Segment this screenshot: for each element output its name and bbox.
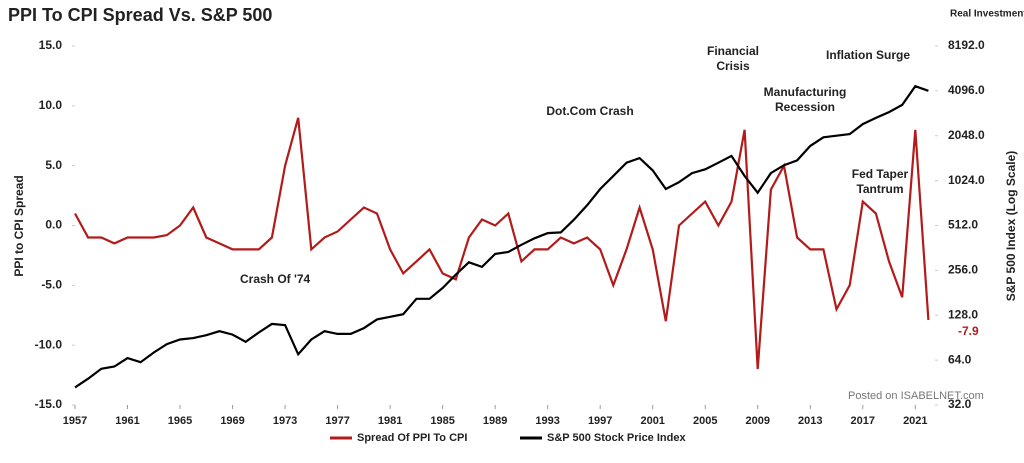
- x-tick-label: 2001: [640, 415, 664, 427]
- series-line: [74, 117, 930, 370]
- x-tick-label: 2017: [851, 415, 875, 427]
- logo: Real Investment Advice: [950, 9, 1024, 20]
- x-tick-label: 1993: [535, 415, 559, 427]
- series-line: [74, 84, 929, 389]
- y-tick-label: -15.0: [35, 397, 63, 411]
- y-tick-label: 15.0: [39, 38, 63, 52]
- y2-tick-label: 256.0: [948, 263, 978, 277]
- y2-tick-label: 512.0: [948, 218, 978, 232]
- y-tick-label: -10.0: [35, 337, 63, 351]
- annotation: Dot.Com Crash: [546, 104, 633, 118]
- y2-tick-label: 64.0: [948, 352, 972, 366]
- annotation: Inflation Surge: [826, 48, 910, 62]
- x-tick-label: 2005: [693, 415, 717, 427]
- y2-tick-label: 4096.0: [948, 83, 985, 97]
- x-tick-label: 1977: [325, 415, 349, 427]
- y2-tick-label: 32.0: [948, 397, 972, 411]
- x-tick-label: 1973: [273, 415, 297, 427]
- y2-tick-label: 8192.0: [948, 38, 985, 52]
- legend-label: Spread Of PPI To CPI: [357, 432, 467, 444]
- y-tick-label: 5.0: [45, 158, 62, 172]
- annotation: Manufacturing Recession: [764, 85, 847, 114]
- y2-axis-label: S&P 500 Index (Log Scale): [1004, 151, 1018, 302]
- y-tick-label: 10.0: [39, 98, 63, 112]
- end-value-label: -7.9: [958, 324, 979, 338]
- y2-tick-label: 1024.0: [948, 173, 985, 187]
- x-tick-label: 1981: [378, 415, 402, 427]
- x-tick-label: 1997: [588, 415, 612, 427]
- x-tick-label: 2009: [746, 415, 770, 427]
- y2-tick-label: 2048.0: [948, 128, 985, 142]
- y-tick-label: 0.0: [45, 218, 62, 232]
- y-axis-label: PPI to CPI Spread: [12, 175, 26, 276]
- x-tick-label: 1969: [220, 415, 244, 427]
- annotation: Fed Taper Tantrum: [852, 167, 909, 196]
- x-tick-label: 1985: [430, 415, 454, 427]
- annotation: Financial Crisis: [707, 44, 759, 73]
- x-tick-label: 1989: [483, 415, 507, 427]
- chart-title: PPI To CPI Spread Vs. S&P 500: [8, 5, 272, 25]
- watermark: Posted on ISABELNET.com: [848, 390, 984, 402]
- x-tick-label: 1957: [63, 415, 87, 427]
- x-tick-label: 1965: [168, 415, 192, 427]
- x-tick-label: 2013: [798, 415, 822, 427]
- x-tick-label: 1961: [115, 415, 139, 427]
- y-tick-label: -5.0: [41, 278, 62, 292]
- legend-label: S&P 500 Stock Price Index: [547, 432, 686, 444]
- y2-tick-label: 128.0: [948, 307, 978, 321]
- annotation: Crash Of '74: [240, 272, 311, 286]
- x-tick-label: 2021: [903, 415, 927, 427]
